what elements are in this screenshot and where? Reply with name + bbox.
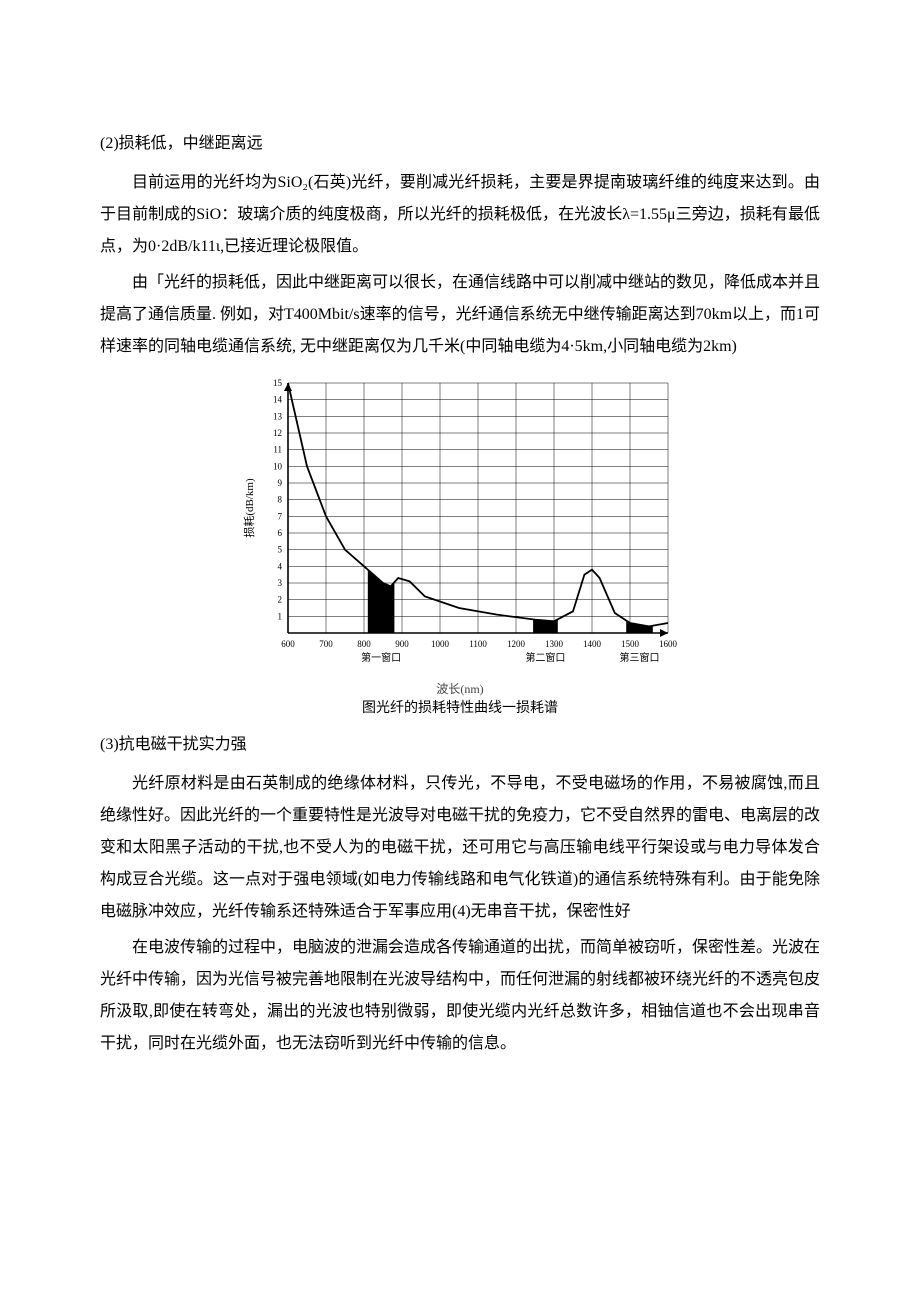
svg-text:1300: 1300 <box>545 639 564 649</box>
svg-text:第三窗口: 第三窗口 <box>619 651 659 664</box>
svg-text:3: 3 <box>277 578 282 588</box>
svg-text:700: 700 <box>319 639 333 649</box>
svg-text:10: 10 <box>273 461 283 471</box>
svg-text:7: 7 <box>277 511 282 521</box>
chart-caption: 图光纤的损耗特性曲线一损耗谱 <box>362 697 558 717</box>
svg-text:1200: 1200 <box>507 639 526 649</box>
section-3-para-1: 光纤原材料是由石英制成的绝缘体材料，只传光，不导电，不受电磁场的作用，不易被腐蚀… <box>100 768 820 928</box>
svg-text:损耗(dB/km): 损耗(dB/km) <box>242 478 256 538</box>
svg-text:13: 13 <box>273 411 283 421</box>
svg-text:4: 4 <box>277 561 282 571</box>
section-2-title: (2)损耗低，中继距离远 <box>100 130 820 159</box>
svg-text:15: 15 <box>273 378 283 388</box>
svg-text:1000: 1000 <box>431 639 450 649</box>
section-2-para-2: 由「光纤的损耗低，因此中继距离可以很长，在通信线路中可以削减中继站的数见，降低成… <box>100 267 820 363</box>
svg-text:900: 900 <box>395 639 409 649</box>
svg-text:5: 5 <box>277 544 282 554</box>
svg-text:600: 600 <box>281 639 295 649</box>
svg-text:9: 9 <box>277 478 282 488</box>
svg-text:1600: 1600 <box>659 639 678 649</box>
svg-text:第二窗口: 第二窗口 <box>525 651 565 664</box>
svg-text:12: 12 <box>273 428 282 438</box>
svg-text:6: 6 <box>277 528 282 538</box>
svg-text:8: 8 <box>277 494 282 504</box>
svg-text:1: 1 <box>277 611 282 621</box>
svg-text:1500: 1500 <box>621 639 640 649</box>
section-3-para-2: 在电波传输的过程中，电脑波的泄漏会造成各传输通道的出扰，而简单被窃听，保密性差。… <box>100 932 820 1060</box>
svg-text:2: 2 <box>277 594 282 604</box>
svg-text:第一窗口: 第一窗口 <box>361 651 401 664</box>
svg-text:1100: 1100 <box>469 639 487 649</box>
chart-container: 1234567891011121314156007008009001000110… <box>100 373 820 723</box>
chart-xaxis-label: 波长(nm) <box>436 680 483 697</box>
svg-text:11: 11 <box>273 444 282 454</box>
section-2-para-1: 目前运用的光纤均为SiO₂(石英)光纤，要削减光纤损耗，主要是界提南玻璃纤维的纯… <box>100 167 820 263</box>
fiber-loss-chart: 1234567891011121314156007008009001000110… <box>233 373 688 678</box>
section-3-title: (3)抗电磁干扰实力强 <box>100 731 820 760</box>
svg-text:1400: 1400 <box>583 639 602 649</box>
svg-text:800: 800 <box>357 639 371 649</box>
svg-text:14: 14 <box>273 394 283 404</box>
